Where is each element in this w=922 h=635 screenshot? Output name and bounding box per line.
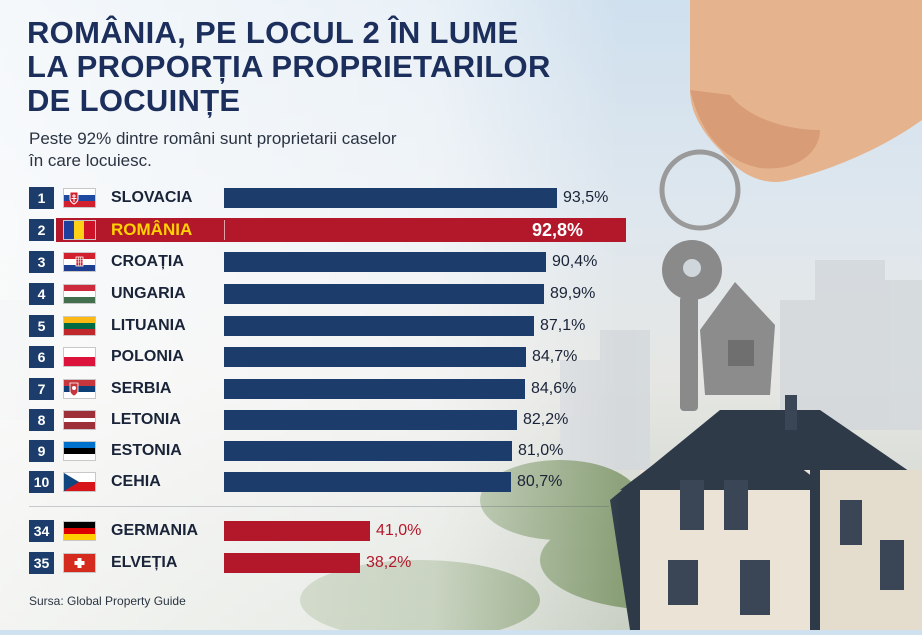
rank-badge: 3 bbox=[29, 251, 54, 273]
flag-lithuania-icon bbox=[63, 316, 96, 336]
chart-subtitle: Peste 92% dintre români sunt proprietari… bbox=[29, 128, 459, 172]
chart-title: ROMÂNIA, PE LOCUL 2 ÎN LUME LA PROPORȚIA… bbox=[27, 15, 551, 118]
subtitle-line: Peste 92% dintre români sunt proprietari… bbox=[29, 129, 397, 148]
chart-row: 4 UNGARIA 89,9% bbox=[29, 283, 629, 305]
rank-badge: 4 bbox=[29, 283, 54, 305]
country-label: GERMANIA bbox=[111, 522, 199, 539]
group-divider bbox=[29, 506, 609, 507]
country-label: POLONIA bbox=[111, 348, 184, 365]
value-label: 90,4% bbox=[552, 253, 598, 270]
country-label: CROAȚIA bbox=[111, 253, 184, 270]
country-label: ELVEȚIA bbox=[111, 554, 178, 571]
rank-badge: 10 bbox=[29, 471, 54, 493]
value-label: 92,8% bbox=[532, 220, 584, 240]
bar bbox=[224, 252, 546, 272]
value-label: 89,9% bbox=[550, 285, 596, 302]
rank-badge: 35 bbox=[29, 552, 54, 574]
flag-slovakia-icon bbox=[63, 188, 96, 208]
chart-row: 2 ROMÂNIA 92,8% bbox=[29, 218, 629, 242]
rank-badge: 5 bbox=[29, 315, 54, 337]
chart-row: 9 ESTONIA 81,0% bbox=[29, 440, 629, 462]
chart-row: 3 CROAȚIA 90,4% bbox=[29, 251, 629, 273]
chart-row: 6 POLONIA 84,7% bbox=[29, 346, 629, 368]
flag-latvia-icon bbox=[63, 410, 96, 430]
flag-czechia-icon bbox=[63, 472, 96, 492]
chart-row: 10 CEHIA 80,7% bbox=[29, 471, 629, 493]
bar bbox=[224, 379, 525, 399]
value-label: 84,6% bbox=[531, 380, 577, 397]
flag-estonia-icon bbox=[63, 441, 96, 461]
flag-switzerland-icon bbox=[63, 553, 96, 573]
value-label: 80,7% bbox=[517, 473, 563, 490]
title-line: LA PROPORȚIA PROPRIETARILOR bbox=[27, 49, 551, 84]
flag-poland-icon bbox=[63, 347, 96, 367]
bar bbox=[224, 410, 517, 430]
rank-badge: 2 bbox=[29, 219, 54, 241]
country-label: ROMÂNIA bbox=[111, 220, 193, 239]
rank-badge: 6 bbox=[29, 346, 54, 368]
chart-row: 8 LETONIA 82,2% bbox=[29, 409, 629, 431]
chart-row: 34 GERMANIA 41,0% bbox=[29, 520, 629, 542]
flag-croatia-icon bbox=[63, 252, 96, 272]
rank-badge: 7 bbox=[29, 378, 54, 400]
flag-romania-icon bbox=[63, 220, 96, 240]
house-illustration bbox=[610, 395, 922, 630]
title-line: DE LOCUINȚE bbox=[27, 83, 241, 118]
country-label: LETONIA bbox=[111, 411, 181, 428]
country-label: LITUANIA bbox=[111, 317, 186, 334]
title-line: ROMÂNIA, PE LOCUL 2 ÎN LUME bbox=[27, 15, 519, 50]
flag-germany-icon bbox=[63, 521, 96, 541]
value-label: 38,2% bbox=[366, 554, 412, 571]
subtitle-line: în care locuiesc. bbox=[29, 151, 152, 170]
bar bbox=[224, 441, 512, 461]
bar bbox=[224, 472, 511, 492]
country-label: SLOVACIA bbox=[111, 189, 193, 206]
value-label: 41,0% bbox=[376, 522, 422, 539]
flag-serbia-icon bbox=[63, 379, 96, 399]
value-label: 84,7% bbox=[532, 348, 578, 365]
bar bbox=[224, 188, 557, 208]
chart-row: 35 ELVEȚIA 38,2% bbox=[29, 552, 629, 574]
value-label: 82,2% bbox=[523, 411, 569, 428]
bar bbox=[224, 316, 534, 336]
rank-badge: 34 bbox=[29, 520, 54, 542]
hand-with-key-illustration bbox=[659, 0, 922, 411]
country-label: ESTONIA bbox=[111, 442, 182, 459]
bar bbox=[224, 347, 526, 367]
bar bbox=[224, 553, 360, 573]
value-label: 81,0% bbox=[518, 442, 564, 459]
value-label: 87,1% bbox=[540, 317, 586, 334]
source-note: Sursa: Global Property Guide bbox=[29, 594, 186, 608]
bar bbox=[224, 220, 225, 240]
rank-badge: 1 bbox=[29, 187, 54, 209]
rank-badge: 8 bbox=[29, 409, 54, 431]
chart-row: 1 SLOVACIA 93,5% bbox=[29, 187, 629, 209]
flag-hungary-icon bbox=[63, 284, 96, 304]
country-label: UNGARIA bbox=[111, 285, 186, 302]
chart-row: 7 SERBIA 84,6% bbox=[29, 378, 629, 400]
highlight-band bbox=[56, 218, 626, 242]
rank-badge: 9 bbox=[29, 440, 54, 462]
value-label: 93,5% bbox=[563, 189, 609, 206]
chart-row: 5 LITUANIA 87,1% bbox=[29, 315, 629, 337]
country-label: CEHIA bbox=[111, 473, 161, 490]
country-label: SERBIA bbox=[111, 380, 172, 397]
bar bbox=[224, 521, 370, 541]
bar bbox=[224, 284, 544, 304]
